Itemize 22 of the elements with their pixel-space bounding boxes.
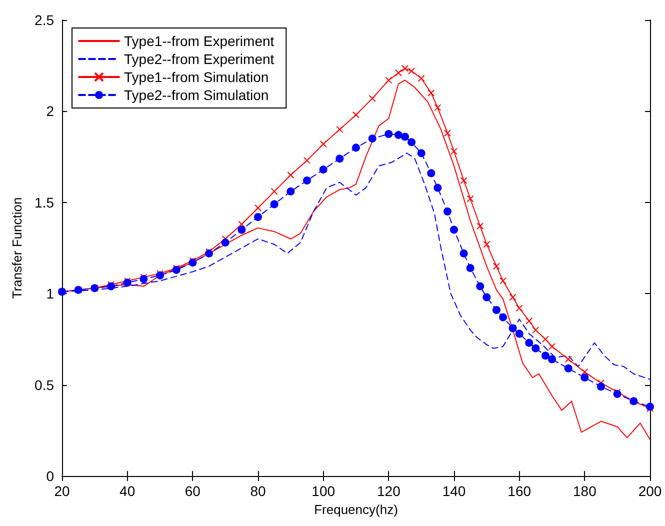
y-axis-title: Transfer Function [10, 197, 25, 299]
y-tick-label: 0 [46, 468, 54, 484]
legend-label: Type2--from Simulation [124, 87, 269, 103]
x-tick-label: 80 [250, 483, 266, 499]
x-tick-label: 40 [120, 483, 136, 499]
y-tick-label: 2 [46, 103, 54, 120]
x-tick-label: 200 [638, 483, 662, 499]
legend-label: Type1--from Simulation [124, 69, 269, 85]
x-tick-label: 20 [54, 483, 70, 499]
x-tick-label: 160 [508, 483, 532, 499]
y-tick-label: 2.5 [34, 12, 54, 28]
x-tick-label: 60 [184, 483, 201, 499]
y-tick-label: 1 [46, 286, 54, 302]
x-tick-label: 180 [572, 483, 597, 499]
x-tick-label: 140 [442, 483, 466, 499]
x-axis-title: Frequency(hz) [314, 502, 398, 517]
x-tick-label: 120 [376, 483, 401, 499]
y-tick-label: 0.5 [34, 376, 54, 393]
y-tick-label: 1.5 [34, 194, 54, 210]
legend-label: Type1--from Experiment [124, 33, 274, 49]
x-tick-label: 100 [312, 483, 336, 499]
legend-label: Type2--from Experiment [124, 51, 274, 67]
